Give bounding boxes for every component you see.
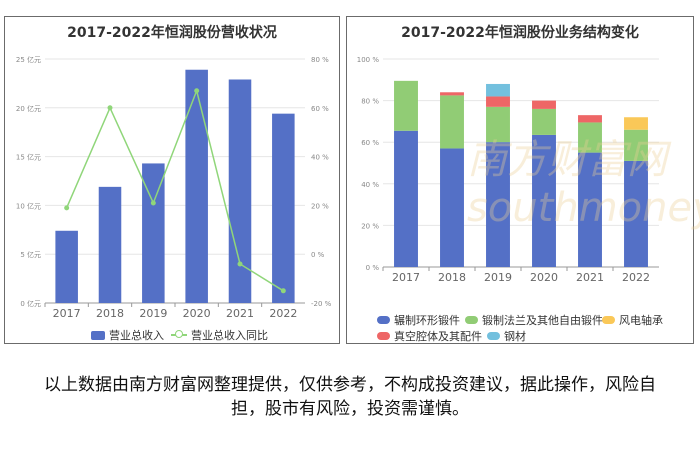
y-right-tick-2: 20 %	[311, 202, 329, 210]
revenue-chart-svg: 0 亿元 -20 % 5 亿元 0 % 10 亿元 20 % 15 亿元 40 % 20 亿元 6…	[16, 55, 332, 320]
revenue-yoy-point-2021	[237, 261, 243, 267]
bar-flange-forgings-2020	[532, 108, 556, 135]
x-tick-2021: 2021	[226, 307, 254, 320]
x-tick-2018: 2018	[438, 271, 466, 284]
y-left-tick-1: 5 亿元	[20, 250, 41, 259]
x-tick-2017: 2017	[392, 271, 420, 284]
x-tick-2018: 2018	[96, 307, 124, 320]
bar-steel-2019	[486, 83, 510, 97]
structure-chart-title: 2017-2022年恒润股份业务结构变化	[401, 25, 639, 41]
legend-item-steel[interactable]: 钢材	[487, 328, 526, 344]
bar-flange-forgings-2022	[624, 129, 648, 161]
legend-swatch-revenue	[91, 330, 105, 340]
revenue-bar-2020	[185, 69, 208, 304]
legend-label-flange-forgings: 锻制法兰及其他自由锻件	[482, 314, 603, 327]
y-right-tick-3: 40 %	[311, 154, 329, 162]
legend-swatch-flange-forgings	[465, 316, 478, 324]
legend-label-revenue-yoy: 营业总收入同比	[191, 329, 268, 342]
y-left-tick-0: 0 亿元	[20, 299, 41, 308]
legend-label-vacuum-chamber: 真空腔体及其配件	[394, 330, 482, 343]
y-left-tick-3: 15 亿元	[16, 153, 41, 162]
revenue-bar-2019	[142, 163, 165, 303]
revenue-yoy-point-2019	[150, 200, 156, 206]
revenue-yoy-point-2018	[107, 105, 113, 111]
revenue-yoy-point-2022	[280, 288, 286, 294]
y-right-tick-0: -20 %	[311, 300, 332, 308]
revenue-yoy-line	[65, 88, 284, 292]
y-left-tick-2: 10 亿元	[16, 201, 41, 210]
structure-chart-panel: 2017-2022年恒润股份业务结构变化 0 % 20 % 40 % 60 % 80 %…	[346, 16, 700, 344]
bar-ring-forgings-2021	[578, 152, 602, 267]
y-tick-2: 40 %	[361, 181, 379, 189]
y-tick-1: 20 %	[361, 222, 379, 230]
legend-swatch-steel	[487, 332, 500, 340]
revenue-bar-2022	[272, 113, 295, 303]
bar-flange-forgings-2021	[578, 122, 602, 153]
y-tick-0: 0 %	[366, 264, 380, 272]
bar-vacuum-chamber-2019	[486, 96, 510, 107]
bar-wind-bearing-2022	[624, 117, 648, 130]
y-tick-3: 60 %	[361, 139, 379, 147]
x-tick-2017: 2017	[53, 307, 81, 320]
legend-label-revenue: 营业总收入	[109, 329, 164, 342]
x-tick-2019: 2019	[484, 271, 512, 284]
legend-label-steel: 钢材	[504, 330, 526, 343]
y-right-tick-5: 80 %	[311, 56, 329, 64]
legend-item-vacuum-chamber[interactable]: 真空腔体及其配件	[377, 328, 482, 344]
y-tick-5: 100 %	[357, 56, 380, 64]
revenue-bar-2021	[228, 79, 252, 303]
y-right-tick-1: 0 %	[311, 251, 325, 259]
legend-swatch-wind-bearing	[602, 316, 615, 324]
x-tick-2020: 2020	[530, 271, 558, 284]
bar-vacuum-chamber-2021	[578, 115, 602, 123]
legend-label-wind-bearing: 风电轴承	[619, 314, 663, 327]
legend-swatch-revenue-yoy	[171, 330, 187, 340]
y-right-tick-4: 60 %	[311, 105, 329, 113]
bar-ring-forgings-2020	[532, 134, 556, 267]
structure-chart-svg: 0 % 20 % 40 % 60 % 80 % 100 % 2017 2018 2019 2020…	[357, 56, 659, 284]
x-tick-2021: 2021	[576, 271, 604, 284]
x-tick-2022: 2022	[269, 307, 297, 320]
legend-item-revenue[interactable]: 营业总收入	[91, 327, 164, 343]
bar-ring-forgings-2017	[394, 130, 418, 267]
revenue-chart-title: 2017-2022年恒润股份营收状况	[67, 25, 277, 41]
legend-swatch-vacuum-chamber	[377, 332, 390, 340]
revenue-bar-2017	[55, 230, 78, 303]
legend-label-ring-forgings: 辗制环形锻件	[394, 314, 460, 327]
bar-ring-forgings-2018	[440, 148, 464, 267]
y-tick-4: 80 %	[361, 98, 379, 106]
bar-flange-forgings-2019	[486, 106, 510, 143]
legend-item-ring-forgings[interactable]: 辗制环形锻件	[377, 312, 460, 328]
revenue-chart-panel: 2017-2022年恒润股份营收状况 0 亿元 -20 % 5 亿元 0 % 10 亿元…	[4, 16, 340, 344]
x-tick-2022: 2022	[622, 271, 650, 284]
bar-vacuum-chamber-2018	[440, 92, 464, 96]
y-left-tick-4: 20 亿元	[16, 104, 41, 113]
y-left-tick-5: 25 亿元	[16, 55, 41, 64]
bar-flange-forgings-2017	[394, 80, 418, 131]
bar-ring-forgings-2019	[486, 142, 510, 267]
revenue-bar-2018	[98, 186, 122, 303]
bar-vacuum-chamber-2020	[532, 100, 556, 109]
bar-flange-forgings-2018	[440, 95, 464, 149]
legend-item-revenue-yoy[interactable]: 营业总收入同比	[171, 327, 268, 343]
x-tick-2019: 2019	[139, 307, 167, 320]
revenue-yoy-point-2017	[64, 205, 70, 211]
x-tick-2020: 2020	[183, 307, 211, 320]
legend-item-flange-forgings[interactable]: 锻制法兰及其他自由锻件	[465, 312, 603, 328]
bar-ring-forgings-2022	[624, 160, 648, 267]
legend-item-wind-bearing[interactable]: 风电轴承	[602, 312, 663, 328]
revenue-yoy-point-2020	[194, 88, 200, 94]
legend-swatch-ring-forgings	[377, 316, 390, 324]
disclaimer-text: 以上数据由南方财富网整理提供，仅供参考，不构成投资建议，据此操作，风险自担，股市…	[44, 375, 656, 419]
